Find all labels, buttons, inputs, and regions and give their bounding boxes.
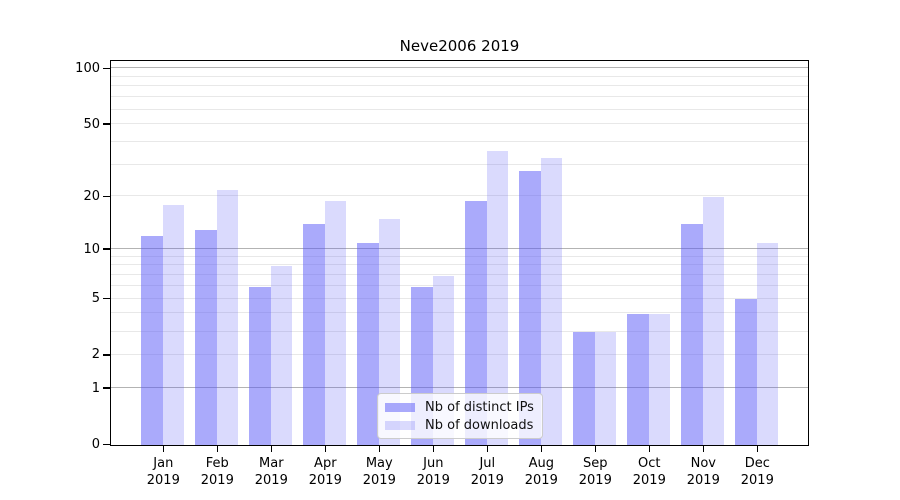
x-tick-mark	[648, 446, 651, 452]
bar-may-downloads	[378, 219, 401, 445]
x-tick-mark	[162, 446, 165, 452]
gridline-minor	[111, 274, 808, 276]
bar-apr-downloads	[324, 200, 347, 445]
plot-inner	[111, 61, 808, 445]
x-tick-mark	[702, 446, 705, 452]
gridline-minor	[111, 85, 808, 87]
y-tick-label: 50	[83, 116, 100, 132]
y-tick-mark	[103, 297, 110, 300]
legend: Nb of distinct IPs Nb of downloads	[377, 393, 543, 439]
gridline-major	[111, 387, 808, 389]
gridline-minor	[111, 264, 808, 266]
gridline-minor	[111, 312, 808, 314]
x-tick-label-mar: Mar 2019	[254, 456, 288, 488]
x-tick-label-may: May 2019	[362, 456, 396, 488]
legend-item-distinct-ips: Nb of distinct IPs	[385, 398, 534, 416]
bar-feb-ips	[195, 230, 217, 445]
bar-nov-ips	[681, 224, 703, 445]
gridline-minor	[111, 284, 808, 286]
y-tick-label: 20	[83, 188, 100, 204]
bar-dec-ips	[735, 299, 757, 445]
bar-mar-downloads	[270, 266, 293, 445]
legend-label: Nb of downloads	[425, 417, 534, 433]
bar-jul-downloads	[486, 150, 509, 445]
gridline-minor	[111, 330, 808, 332]
bar-sep-ips	[573, 332, 595, 445]
x-tick-label-feb: Feb 2019	[200, 456, 234, 488]
x-tick-label-jun: Jun 2019	[416, 456, 450, 488]
legend-label: Nb of distinct IPs	[425, 399, 534, 415]
gridline-minor	[111, 108, 808, 110]
x-tick-mark	[594, 446, 597, 452]
x-tick-mark	[756, 446, 759, 452]
bar-dec-downloads	[756, 242, 779, 445]
gridline-minor	[111, 297, 808, 299]
plot-area	[110, 60, 809, 446]
y-tick-mark	[103, 387, 110, 389]
bar-jul-ips	[465, 200, 487, 445]
x-tick-label-jul: Jul 2019	[470, 456, 504, 488]
x-tick-mark	[324, 446, 327, 452]
x-tick-label-jan: Jan 2019	[146, 456, 180, 488]
bar-sep-downloads	[594, 332, 617, 445]
bar-aug-ips	[519, 170, 541, 445]
x-tick-label-nov: Nov 2019	[686, 456, 720, 488]
y-tick-label: 5	[91, 291, 100, 307]
gridline-minor	[111, 123, 808, 125]
y-tick-label: 10	[83, 241, 100, 257]
y-tick-label: 1	[91, 380, 100, 396]
y-tick-label: 100	[75, 60, 100, 76]
bar-apr-ips	[303, 224, 325, 445]
legend-swatch-distinct-ips	[385, 402, 415, 412]
bar-aug-downloads	[540, 157, 563, 445]
gridline-minor	[111, 96, 808, 98]
gridline-minor	[111, 195, 808, 197]
x-tick-mark	[540, 446, 543, 452]
bar-may-ips	[357, 242, 379, 445]
bar-feb-downloads	[216, 189, 239, 445]
bar-mar-ips	[249, 286, 271, 445]
gridline-major	[111, 248, 808, 250]
x-tick-mark	[270, 446, 273, 452]
y-tick-mark	[103, 354, 110, 356]
gridline-minor	[111, 75, 808, 77]
y-tick-mark	[103, 67, 110, 70]
gridline-minor	[111, 163, 808, 165]
bar-nov-downloads	[702, 197, 725, 445]
legend-swatch-downloads	[385, 420, 415, 430]
y-tick-mark	[103, 195, 110, 198]
x-tick-mark	[216, 446, 219, 452]
x-tick-label-oct: Oct 2019	[632, 456, 666, 488]
gridline-minor	[111, 140, 808, 142]
x-tick-label-dec: Dec 2019	[740, 456, 774, 488]
legend-item-downloads: Nb of downloads	[385, 416, 534, 434]
y-tick-label: 0	[91, 437, 100, 452]
bar-jan-ips	[141, 236, 163, 445]
gridline-major	[111, 67, 808, 69]
x-tick-mark	[486, 446, 489, 452]
x-tick-mark	[378, 446, 381, 452]
bar-jan-downloads	[162, 205, 185, 445]
bar-oct-downloads	[648, 313, 671, 445]
x-tick-label-apr: Apr 2019	[308, 456, 342, 488]
x-tick-mark	[432, 446, 435, 452]
y-tick-label: 2	[91, 347, 100, 363]
x-tick-label-sep: Sep 2019	[578, 456, 612, 488]
chart-title: Neve2006 2019	[399, 37, 520, 55]
y-tick-mark	[103, 443, 110, 446]
x-tick-label-aug: Aug 2019	[524, 456, 558, 488]
bar-oct-ips	[627, 313, 649, 445]
y-tick-mark	[103, 248, 110, 250]
gridline-minor	[111, 353, 808, 355]
gridline-minor	[111, 255, 808, 257]
y-tick-mark	[103, 123, 110, 125]
